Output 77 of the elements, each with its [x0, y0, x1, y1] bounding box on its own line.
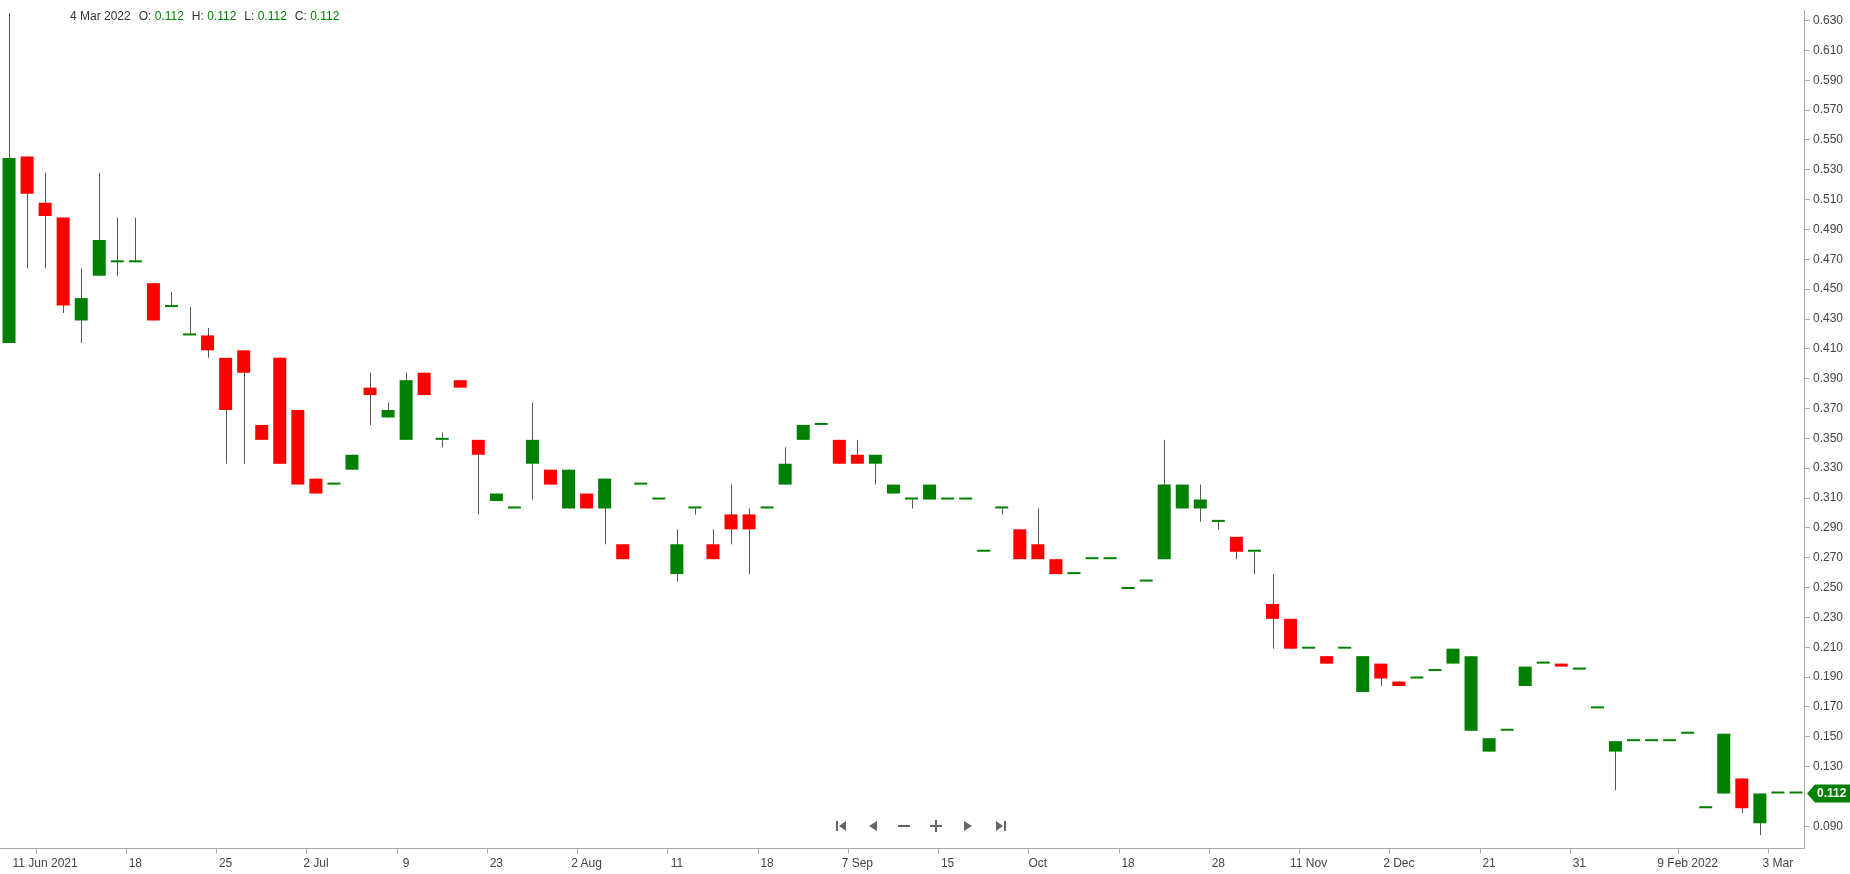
y-tick-label: 0.570: [1812, 102, 1844, 117]
y-tick-label: 0.450: [1812, 281, 1844, 296]
x-tick-label: 11 Jun 2021: [12, 856, 79, 871]
y-tick-label: 0.610: [1812, 42, 1844, 57]
x-tick-label: 2 Jul: [303, 856, 329, 871]
y-tick-label: 0.330: [1812, 460, 1844, 475]
annotation: C: 0.112: [294, 9, 340, 23]
x-tick-label: 23: [489, 856, 504, 871]
x-tick-label: 31: [1572, 856, 1587, 871]
candlestick: [688, 506, 702, 515]
y-tick-label: 0.590: [1812, 72, 1844, 87]
candlestick: [38, 172, 52, 269]
candlestick: [363, 372, 377, 426]
y-tick-label: 0.090: [1812, 818, 1844, 833]
annotation: O: 0.112: [138, 9, 184, 23]
y-tick-label: 0.210: [1812, 639, 1844, 654]
y-tick-label: 0.250: [1812, 579, 1844, 594]
candlestick: [201, 327, 215, 359]
candlestick: [778, 446, 792, 486]
x-tick-label: Oct: [1028, 856, 1048, 871]
candlestick: [742, 507, 756, 575]
x-tick-label: 7 Sep: [841, 856, 874, 871]
y-tick-label: 0.190: [1812, 669, 1844, 684]
y-tick-label: 0.230: [1812, 609, 1844, 624]
x-tick-label: 21: [1482, 856, 1497, 871]
x-tick-label: 2 Dec: [1383, 856, 1415, 871]
candlestick: [1247, 549, 1261, 575]
candlestick: [128, 217, 142, 263]
candlestick: [868, 454, 882, 486]
x-tick-label: 28: [1211, 856, 1226, 871]
x-tick-label: 11 Nov: [1290, 856, 1328, 871]
candlestick: [74, 267, 88, 344]
y-tick-label: 0.130: [1812, 758, 1844, 773]
y-tick-label: 0.550: [1812, 132, 1844, 147]
candlestick: [110, 217, 124, 277]
y-tick-label: 0.510: [1812, 191, 1844, 206]
candlestick: [706, 528, 720, 560]
candlestick: [237, 349, 251, 465]
x-tick-label: 18: [128, 856, 143, 871]
candlestick: [1266, 573, 1279, 650]
candlestick: [724, 484, 738, 545]
candlestick: [525, 402, 539, 501]
x-tick-label: 2 Aug: [571, 856, 602, 871]
y-tick-label: 0.410: [1812, 341, 1844, 356]
candlestick: [995, 506, 1009, 515]
y-tick-label: 0.370: [1812, 400, 1844, 415]
x-tick-label: 25: [218, 856, 233, 871]
candlestick: [850, 439, 864, 465]
y-tick-label: 0.430: [1812, 311, 1844, 326]
candlestick: [1608, 740, 1622, 791]
candlestick: [1211, 519, 1225, 530]
candlestick: [1031, 507, 1045, 560]
x-tick-label: 9: [402, 856, 410, 871]
y-tick-label: 0.150: [1812, 729, 1844, 744]
x-tick-label: 3 Mar: [1762, 856, 1794, 871]
text: 0.112: [1816, 785, 1847, 800]
chart-title: 4 Mar 2022: [70, 9, 131, 23]
x-tick-label: 9 Feb 2022: [1657, 856, 1719, 871]
x-tick-label: 18: [760, 856, 775, 871]
candlestick: [471, 439, 485, 515]
x-tick-label: 18: [1121, 856, 1136, 871]
y-tick-label: 0.270: [1812, 550, 1844, 565]
y-tick-label: 0.290: [1812, 520, 1844, 535]
candlestick: [1193, 484, 1207, 523]
y-tick-label: 0.530: [1812, 162, 1844, 177]
candlestick: [183, 306, 197, 336]
y-tick-label: 0.170: [1812, 699, 1844, 714]
x-tick-label: 11: [670, 856, 684, 871]
y-tick-label: 0.490: [1812, 221, 1844, 236]
annotation: L: 0.112: [244, 9, 287, 23]
y-tick-label: 0.390: [1812, 370, 1844, 385]
y-tick-label: 0.630: [1812, 12, 1844, 27]
annotation: H: 0.112: [191, 9, 237, 23]
y-tick-label: 0.350: [1812, 430, 1844, 445]
x-tick-label: 15: [940, 856, 955, 871]
y-tick-label: 0.310: [1812, 490, 1844, 505]
y-tick-label: 0.470: [1812, 251, 1844, 266]
